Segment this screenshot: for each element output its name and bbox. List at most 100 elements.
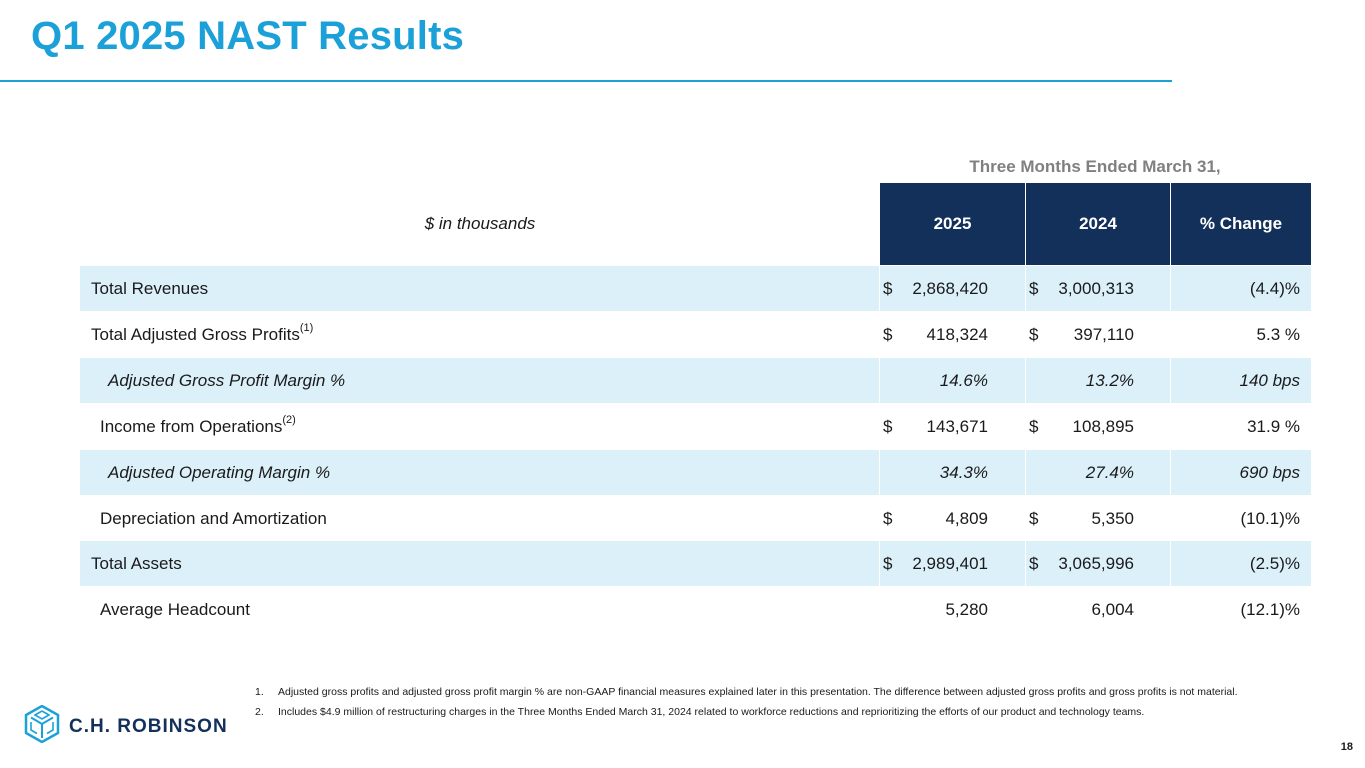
value-2025: 4,809	[945, 508, 988, 528]
column-separator	[1025, 449, 1026, 495]
row-label: Total Adjusted Gross Profits(1)	[91, 312, 313, 357]
table-row: Depreciation and Amortization $4,809 $5,35…	[80, 495, 1311, 541]
table-row: Total Adjusted Gross Profits(1) $418,324 $…	[80, 311, 1311, 357]
column-separator	[1170, 403, 1171, 449]
value-change: 5.3 %	[1256, 324, 1300, 344]
table-row: Income from Operations(2) $143,671 $108,89…	[80, 403, 1311, 449]
title-divider	[0, 80, 1172, 82]
value-2024: 397,110	[1073, 324, 1134, 344]
column-separator	[1170, 587, 1171, 633]
row-label-text: Income from Operations	[100, 416, 283, 436]
column-separator	[879, 587, 880, 633]
column-separator	[1170, 541, 1171, 587]
row-label-text: Adjusted Gross Profit Margin %	[108, 370, 346, 390]
column-separator	[1025, 541, 1026, 587]
column-separator	[1025, 403, 1026, 449]
table-row: Total Revenues $2,868,420 $3,000,313 (4.4)%	[80, 266, 1311, 311]
row-label-text: Depreciation and Amortization	[100, 508, 327, 528]
currency-symbol-2024: $	[1029, 554, 1039, 574]
column-separator	[1170, 311, 1171, 357]
value-change: (10.1)%	[1240, 508, 1300, 528]
currency-symbol-2025: $	[883, 416, 893, 436]
value-2025: 2,868,420	[912, 279, 988, 298]
page-number: 18	[1340, 741, 1353, 753]
period-header: Three Months Ended March 31,	[969, 157, 1221, 176]
page-title: Q1 2025 NAST Results	[31, 14, 465, 58]
row-label: Average Headcount	[100, 587, 250, 632]
column-separator	[1025, 495, 1026, 541]
row-label: Depreciation and Amortization	[100, 496, 327, 541]
value-2025: 34.3%	[939, 462, 988, 482]
column-separator	[1170, 449, 1171, 495]
value-2024: 6,004	[1091, 600, 1134, 620]
cube-logo-icon	[24, 704, 60, 748]
logo-wordmark: C.H. ROBINSON	[69, 715, 228, 737]
footnote-2: 2. Includes $4.9 million of restructurin…	[255, 702, 1238, 722]
column-separator	[879, 449, 880, 495]
value-2025: 14.6%	[939, 370, 988, 390]
value-2024: 3,000,313	[1058, 279, 1134, 298]
row-label: Adjusted Gross Profit Margin %	[108, 358, 345, 403]
column-separator	[879, 266, 880, 311]
column-separator	[1025, 587, 1026, 633]
column-separator	[1025, 357, 1026, 403]
currency-symbol-2024: $	[1029, 416, 1039, 436]
column-separator	[879, 495, 880, 541]
currency-symbol-2024: $	[1029, 279, 1039, 298]
currency-symbol-2025: $	[883, 508, 893, 528]
footnote-text: Includes $4.9 million of restructuring c…	[278, 706, 1145, 718]
value-change: (12.1)%	[1240, 600, 1300, 620]
column-header-2025: 2025	[880, 183, 1025, 265]
column-header-change: % Change	[1171, 183, 1311, 265]
column-header-2024: 2024	[1026, 183, 1170, 265]
currency-symbol-2024: $	[1029, 508, 1039, 528]
currency-symbol-2025: $	[883, 324, 893, 344]
table-row: Total Assets $2,989,401 $3,065,996 (2.5)%	[80, 541, 1311, 587]
row-label-text: Total Assets	[91, 554, 182, 574]
value-2025: 5,280	[945, 600, 988, 620]
column-separator	[1170, 266, 1171, 311]
value-change: (4.4)%	[1249, 279, 1300, 298]
table-row: Average Headcount 5,280 6,004 (12.1)%	[80, 587, 1311, 633]
column-separator	[879, 357, 880, 403]
footnotes: 1. Adjusted gross profits and adjusted g…	[255, 682, 1238, 722]
footnote-text: Adjusted gross profits and adjusted gros…	[278, 686, 1238, 698]
row-label: Total Revenues	[91, 266, 208, 311]
row-label: Income from Operations(2)	[100, 404, 296, 449]
column-separator	[1170, 357, 1171, 403]
company-logo: C.H. ROBINSON	[24, 704, 228, 748]
row-label-text: Average Headcount	[100, 600, 250, 620]
column-separator	[879, 541, 880, 587]
footnote-number: 1.	[255, 686, 264, 698]
value-change: 31.9 %	[1247, 416, 1300, 436]
value-2025: 2,989,401	[912, 554, 988, 574]
footnote-reference: (2)	[282, 414, 296, 427]
value-2024: 13.2%	[1085, 370, 1134, 390]
column-separator	[1025, 311, 1026, 357]
currency-symbol-2025: $	[883, 554, 893, 574]
value-2024: 3,065,996	[1058, 554, 1134, 574]
value-2025: 418,324	[926, 324, 988, 344]
row-label-text: Adjusted Operating Margin %	[108, 462, 331, 482]
column-separator	[1025, 266, 1026, 311]
footnote-reference: (1)	[299, 322, 314, 335]
currency-symbol-2025: $	[883, 279, 893, 298]
column-separator	[879, 311, 880, 357]
table-row: Adjusted Gross Profit Margin % 14.6% 13.2%…	[80, 357, 1311, 403]
value-change: 690 bps	[1239, 462, 1301, 482]
value-2024: 108,895	[1072, 416, 1134, 436]
value-2024: 5,350	[1091, 508, 1134, 528]
footnote-number: 2.	[255, 706, 264, 718]
value-2024: 27.4%	[1085, 462, 1134, 482]
row-label: Total Assets	[91, 541, 182, 586]
value-change: (2.5)%	[1249, 554, 1300, 574]
currency-symbol-2024: $	[1029, 324, 1039, 344]
column-separator	[1170, 495, 1171, 541]
value-2025: 143,671	[926, 416, 988, 436]
unit-label: $ in thousands	[424, 214, 536, 233]
table-row: Adjusted Operating Margin % 34.3% 27.4% 690…	[80, 449, 1311, 495]
value-change: 140 bps	[1239, 370, 1301, 390]
row-label-text: Total Adjusted Gross Profits	[91, 324, 300, 344]
row-label-text: Total Revenues	[91, 279, 209, 298]
footnote-1: 1. Adjusted gross profits and adjusted g…	[255, 682, 1238, 702]
